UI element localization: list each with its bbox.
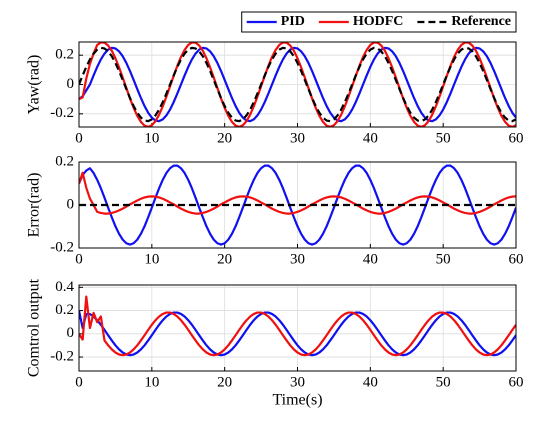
axes-frame — [78, 161, 517, 249]
y-tick-label: 0.4 — [55, 279, 74, 295]
x-tick-label: 0 — [75, 374, 83, 390]
series-line — [79, 164, 516, 246]
x-tick-label: 30 — [290, 251, 305, 267]
x-tick-label: 60 — [509, 130, 524, 146]
y-tick-label: 0 — [67, 196, 75, 212]
x-tick-label: 20 — [217, 130, 232, 146]
legend-box — [241, 11, 517, 33]
x-tick-label: 10 — [144, 130, 159, 146]
y-axis-label: Error(rad) — [26, 173, 43, 238]
y-tick-label: 0 — [67, 325, 75, 341]
lines — [79, 164, 516, 246]
y-tick-label: 0.2 — [55, 302, 74, 318]
series-line — [79, 46, 516, 123]
y-axis-label: Yaw(rad) — [26, 55, 43, 115]
y-tick-label: -0.2 — [50, 239, 74, 255]
x-tick-label: 10 — [144, 374, 159, 390]
x-tick-label: 50 — [436, 251, 451, 267]
legend-label: Reference — [451, 14, 511, 29]
series-line — [79, 295, 516, 357]
legend-label: HODFC — [353, 14, 404, 29]
x-tick-label: 0 — [75, 130, 83, 146]
legend-label: PID — [281, 14, 305, 29]
series-line — [79, 46, 516, 123]
x-axis-label: Time(s) — [272, 392, 322, 409]
x-tick-label: 50 — [436, 130, 451, 146]
x-tick-label: 0 — [75, 251, 83, 267]
y-tick-label: -0.2 — [50, 105, 74, 121]
x-tick-label: 10 — [144, 251, 159, 267]
x-tick-label: 40 — [363, 251, 378, 267]
x-tick-label: 20 — [217, 374, 232, 390]
x-tick-label: 60 — [509, 374, 524, 390]
series-line — [79, 310, 516, 357]
axes-frame — [78, 41, 517, 128]
series-line — [79, 42, 516, 127]
y-tick-label: 0.2 — [55, 47, 74, 63]
x-tick-label: 40 — [363, 130, 378, 146]
y-tick-label: 0 — [67, 76, 75, 92]
lines — [79, 42, 516, 127]
x-tick-label: 20 — [217, 251, 232, 267]
x-tick-label: 30 — [290, 374, 305, 390]
axes-frame — [78, 284, 517, 372]
x-tick-label: 40 — [363, 374, 378, 390]
y-axis-label: Comtrol output — [26, 278, 43, 377]
y-tick-label: -0.2 — [50, 348, 74, 364]
x-tick-label: 50 — [436, 374, 451, 390]
legend: PID HODFC Reference — [241, 11, 517, 33]
x-tick-label: 30 — [290, 130, 305, 146]
y-tick-label: 0.2 — [55, 153, 74, 169]
x-tick-label: 60 — [509, 251, 524, 267]
lines — [79, 295, 516, 357]
series-line — [79, 171, 516, 215]
